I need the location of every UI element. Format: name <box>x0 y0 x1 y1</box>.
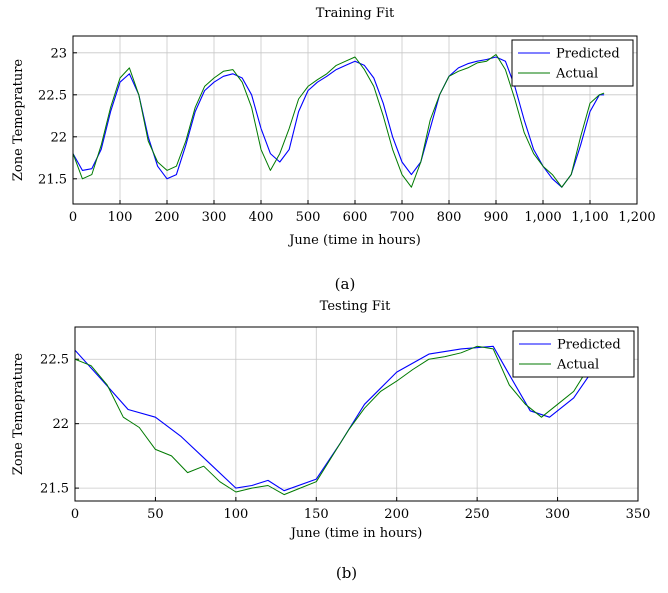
y-axis-label: Zone Temeprature <box>11 59 26 182</box>
y-tick-label: 22.5 <box>40 353 69 368</box>
predicted-legend-label: Predicted <box>556 47 620 62</box>
subfigure-caption: (a) <box>335 275 356 293</box>
legend: Predicted Actual <box>511 39 634 87</box>
y-tick-label: 23 <box>50 46 67 61</box>
training-fit-chart: Training Fit 0 100 200 300 400 500 600 700 800 900… <box>11 6 656 293</box>
x-tick-label: 300 <box>545 507 570 522</box>
chart-title: Testing Fit <box>320 299 391 314</box>
x-tick-label: 250 <box>465 507 490 522</box>
testing-fit-chart: Testing Fit 0 50 100 150 200 250 300 350 21.5 22 22… <box>11 299 650 582</box>
actual-series-line <box>73 54 605 188</box>
actual-legend-label: Actual <box>555 67 598 82</box>
plot-frame <box>72 35 638 205</box>
x-tick-label: 0 <box>69 210 77 225</box>
x-tick-label: 900 <box>484 210 509 225</box>
x-axis-label: June (time in hours) <box>289 526 423 541</box>
y-tick-label: 22.5 <box>38 88 67 103</box>
x-tick-label: 200 <box>384 507 409 522</box>
y-tick-label: 21.5 <box>40 482 69 497</box>
x-tick-label: 500 <box>296 210 321 225</box>
x-axis-label: June (time in hours) <box>287 233 421 248</box>
y-tick-label: 21.5 <box>38 172 67 187</box>
x-tick-label: 0 <box>71 507 79 522</box>
x-tick-label: 50 <box>147 507 164 522</box>
x-tick-label: 400 <box>249 210 274 225</box>
x-tick-label: 350 <box>626 507 651 522</box>
y-tick-label: 22 <box>52 417 69 432</box>
predicted-series-line <box>73 56 605 188</box>
actual-series-line <box>75 345 591 496</box>
x-tick-label: 100 <box>108 210 133 225</box>
actual-legend-label: Actual <box>556 358 599 373</box>
x-tick-label: 1,000 <box>524 210 561 225</box>
legend-box <box>512 330 635 378</box>
x-tick-label: 1,100 <box>571 210 608 225</box>
x-tick-label: 800 <box>437 210 462 225</box>
subfigure-caption: (b) <box>336 564 357 582</box>
x-tick-label: 300 <box>202 210 227 225</box>
x-tick-label: 150 <box>304 507 329 522</box>
x-tick-label: 100 <box>223 507 248 522</box>
y-tick-label: 22 <box>50 130 67 145</box>
x-tick-label: 1,200 <box>618 210 655 225</box>
chart-title: Training Fit <box>316 6 395 21</box>
x-tick-label: 700 <box>390 210 415 225</box>
legend-box <box>511 39 634 87</box>
predicted-legend-label: Predicted <box>557 338 621 353</box>
x-tick-label: 200 <box>155 210 180 225</box>
x-tick-label: 600 <box>343 210 368 225</box>
legend: Predicted Actual <box>512 330 635 378</box>
plot-frame <box>74 326 639 502</box>
y-axis-label: Zone Temeprature <box>11 353 26 476</box>
